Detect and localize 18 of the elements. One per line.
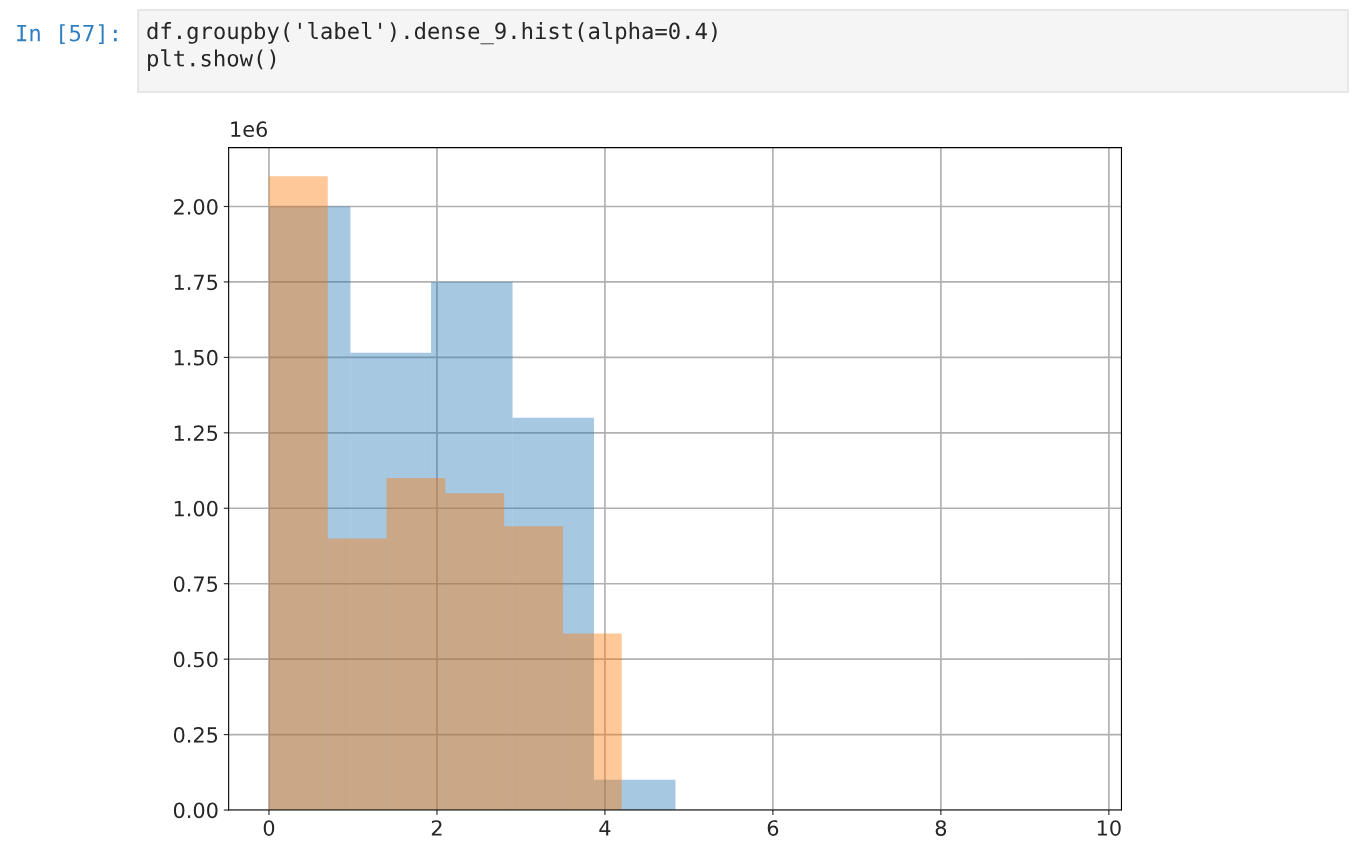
x-tick-label: 6 bbox=[767, 820, 779, 836]
x-tick-label: 0 bbox=[263, 820, 275, 836]
y-tick-label: 0.75 bbox=[173, 576, 218, 592]
y-tick-label: 2.00 bbox=[174, 198, 218, 215]
text: In [57]: bbox=[17, 24, 117, 45]
y-tick-label: 0.50 bbox=[173, 651, 218, 668]
x-tick-label: 2 bbox=[431, 820, 442, 836]
y-tick-label: 0.25 bbox=[173, 727, 218, 743]
y-tick-label: 0.00 bbox=[173, 802, 218, 819]
text: 1e6 bbox=[231, 121, 268, 138]
x-tick-label: 10 bbox=[1097, 820, 1121, 836]
y-tick-label: 1.75 bbox=[174, 274, 218, 291]
x-tick-label: 8 bbox=[935, 820, 947, 836]
y-tick-label: 1.25 bbox=[174, 425, 218, 442]
x-tick-label: 4 bbox=[599, 820, 611, 836]
y-tick-label: 1.50 bbox=[174, 349, 218, 366]
text: df.groupby('label').dense_9.hist(alpha=0.4) plt.show() bbox=[147, 22, 717, 71]
y-tick-label: 1.00 bbox=[174, 500, 218, 517]
